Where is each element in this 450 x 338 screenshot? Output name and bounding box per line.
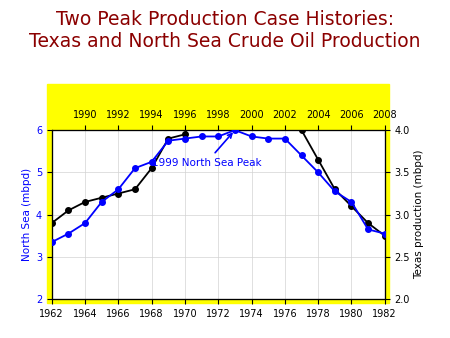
Text: 1999 North Sea Peak: 1999 North Sea Peak — [152, 134, 261, 168]
Text: Two Peak Production Case Histories:
Texas and North Sea Crude Oil Production: Two Peak Production Case Histories: Texa… — [29, 10, 421, 51]
Y-axis label: North Sea (mbpd): North Sea (mbpd) — [22, 168, 32, 261]
Text: 1972 Texas Peak: 1972 Texas Peak — [0, 337, 1, 338]
Y-axis label: Texas production (mbpd): Texas production (mbpd) — [414, 150, 424, 280]
